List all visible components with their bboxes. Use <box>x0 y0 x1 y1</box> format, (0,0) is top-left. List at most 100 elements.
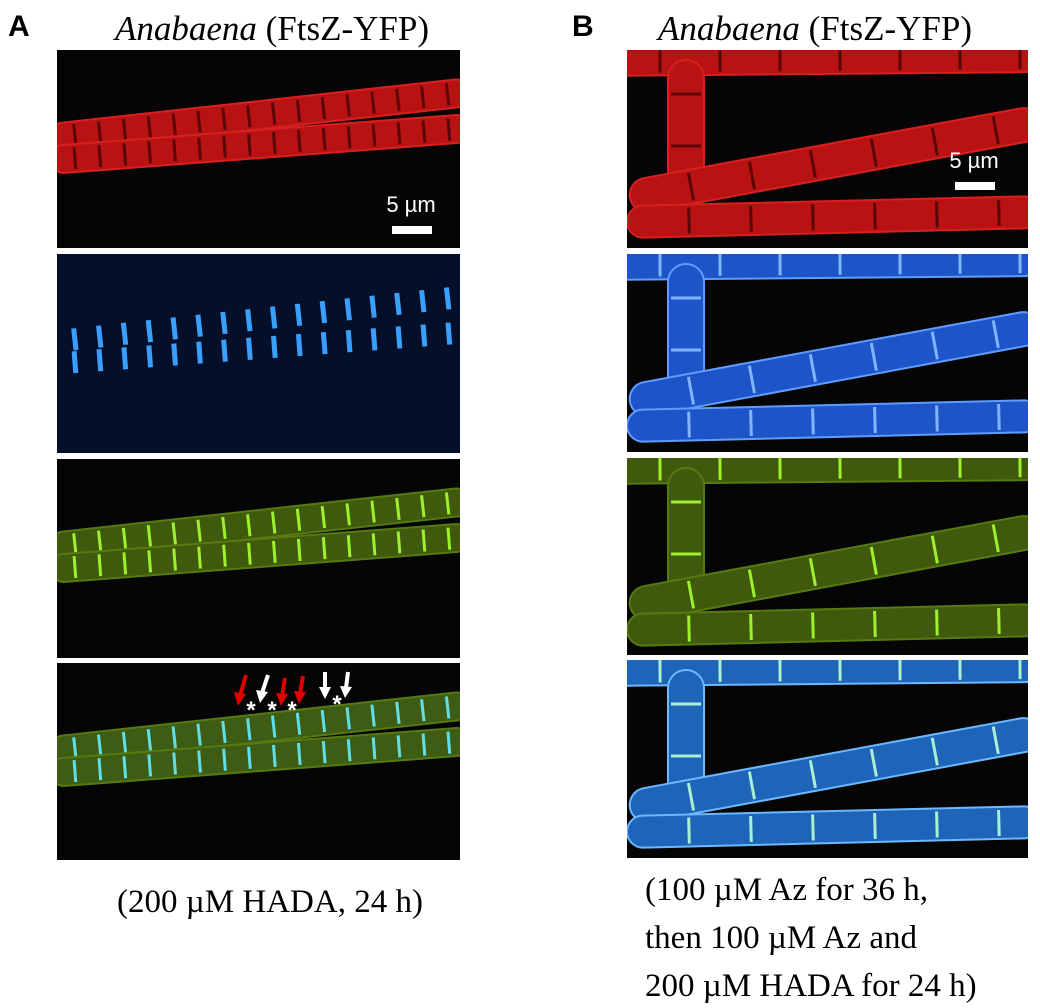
septum <box>997 403 1001 431</box>
micrograph <box>71 287 453 374</box>
septum <box>395 497 401 520</box>
septum <box>320 96 327 120</box>
septum <box>420 86 426 109</box>
septum <box>991 320 1000 349</box>
septum <box>295 333 303 357</box>
filament <box>667 263 705 403</box>
caption: 200 µM HADA for 24 h) <box>645 968 977 1004</box>
septum <box>272 540 277 563</box>
septum <box>272 131 277 154</box>
septum <box>421 529 427 552</box>
septum <box>346 126 352 149</box>
septum <box>869 546 878 575</box>
septum <box>294 303 303 326</box>
cell-body <box>57 523 460 583</box>
micrograph <box>57 487 460 583</box>
septum <box>96 349 104 372</box>
scale-bar <box>955 182 995 190</box>
septum <box>747 569 756 598</box>
septum <box>221 720 227 744</box>
septum <box>246 105 252 128</box>
septum <box>371 533 377 556</box>
septum <box>72 556 78 579</box>
filament <box>627 805 1028 849</box>
septum <box>71 328 79 351</box>
septum <box>873 610 877 638</box>
septum <box>747 161 756 190</box>
septum <box>271 335 278 359</box>
septum <box>221 107 227 131</box>
septum <box>930 331 939 360</box>
septum <box>869 748 878 777</box>
septum <box>195 314 203 337</box>
septum <box>172 139 177 162</box>
septum <box>997 199 1001 227</box>
septum <box>171 726 177 749</box>
septum <box>222 135 227 158</box>
septum <box>295 508 302 531</box>
scale-bar-label: 5 µm <box>386 192 435 217</box>
septum <box>196 341 203 364</box>
septum <box>197 750 202 773</box>
cell-body <box>57 114 460 174</box>
septum <box>320 505 327 529</box>
septum <box>686 376 695 405</box>
septum <box>146 525 153 548</box>
septum <box>396 122 402 145</box>
septum <box>747 771 756 800</box>
septum <box>221 339 228 362</box>
species: Anabaena <box>656 9 800 48</box>
cell-body <box>627 660 1028 687</box>
septum <box>97 145 103 168</box>
septum <box>808 760 817 789</box>
septum <box>197 546 202 569</box>
septum <box>197 137 202 160</box>
septum <box>196 110 202 133</box>
filament <box>627 458 1028 485</box>
septum <box>97 758 103 781</box>
septum <box>344 298 352 321</box>
septum <box>272 744 277 767</box>
septum <box>222 544 227 567</box>
septum <box>321 741 327 764</box>
septum <box>269 306 278 329</box>
septum <box>687 615 691 642</box>
panel-label: B <box>572 10 594 43</box>
septum <box>245 309 253 332</box>
filament <box>667 669 705 809</box>
septum <box>121 731 128 754</box>
septum <box>444 696 451 719</box>
septum <box>320 331 328 355</box>
septum <box>321 537 327 560</box>
septum <box>122 552 128 575</box>
septum <box>446 731 452 754</box>
septum <box>72 737 78 760</box>
septum <box>72 147 78 170</box>
septum <box>869 138 878 167</box>
septum <box>686 172 695 201</box>
septum <box>873 202 877 230</box>
septum <box>171 522 177 545</box>
species: Anabaena <box>113 9 257 48</box>
septum <box>371 124 377 147</box>
cell-body <box>627 50 1028 77</box>
septum <box>220 311 228 335</box>
septum <box>396 735 402 758</box>
arrows <box>234 671 352 706</box>
filament <box>628 515 1028 621</box>
septum <box>121 527 128 550</box>
septum <box>421 733 427 756</box>
cell-body <box>627 458 1028 485</box>
septum <box>296 538 302 562</box>
marker: * <box>332 691 342 718</box>
septum <box>345 707 351 730</box>
septum <box>749 205 753 233</box>
septum <box>247 542 252 565</box>
septum <box>295 712 302 735</box>
septum <box>935 609 939 636</box>
septum <box>97 530 103 553</box>
septum <box>420 495 426 518</box>
septum <box>749 409 753 437</box>
marker: * <box>246 697 256 724</box>
panel-title: Anabaena (FtsZ-YFP) <box>656 9 972 48</box>
